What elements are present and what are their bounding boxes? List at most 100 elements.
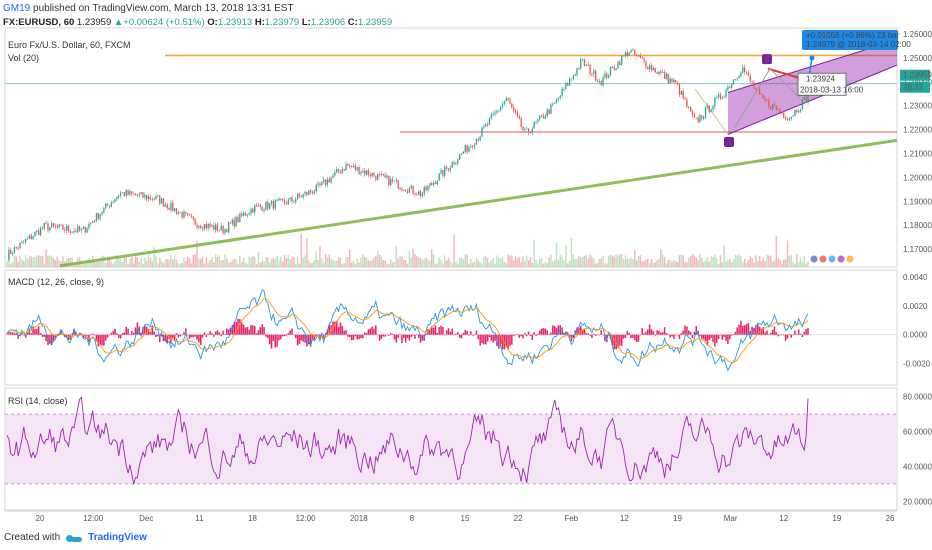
volume-bar	[512, 260, 515, 267]
candle-body	[459, 154, 461, 160]
histogram-bar	[209, 331, 211, 335]
histogram-bar	[747, 323, 750, 335]
volume-bar	[311, 263, 314, 267]
histogram-bar	[147, 329, 150, 335]
candle-body	[125, 190, 127, 197]
volume-bar	[369, 261, 371, 267]
volume-bar	[708, 261, 711, 267]
candle-body	[309, 190, 312, 193]
volume-bar	[242, 257, 245, 267]
candle-body	[177, 212, 180, 214]
candle-body	[678, 84, 681, 95]
histogram-bar	[140, 332, 142, 335]
price-tick-label: 1.18000	[903, 221, 932, 230]
volume-bar	[401, 256, 403, 267]
histogram-bar	[589, 334, 591, 336]
volume-bar	[559, 254, 561, 267]
volume-bar	[304, 255, 306, 267]
candle-body	[188, 214, 191, 216]
volume-bar	[522, 256, 524, 267]
histogram-bar	[37, 326, 40, 335]
histogram-bar	[710, 334, 712, 339]
tradingview-link[interactable]: TradingView	[88, 532, 147, 543]
histogram-bar	[658, 330, 660, 335]
volume-bar	[395, 246, 398, 267]
candle-body	[492, 113, 494, 115]
time-tick-label: 8	[410, 514, 415, 523]
volume-bar	[430, 249, 433, 267]
histogram-bar	[667, 334, 670, 335]
candle-body	[684, 98, 686, 100]
histogram-bar	[604, 334, 606, 342]
candle-body	[248, 213, 250, 215]
candle-body	[723, 96, 725, 98]
volume-bar	[393, 262, 396, 267]
candle-body	[343, 169, 345, 171]
up-arrow-icon: ▲	[113, 17, 124, 28]
histogram-bar	[537, 333, 539, 335]
volume-bar	[183, 257, 185, 267]
histogram-bar	[540, 328, 543, 335]
histogram-bar	[339, 322, 342, 335]
price-tick-label: 1.17000	[903, 245, 932, 254]
candle-body	[408, 188, 411, 193]
volume-bar	[198, 259, 200, 267]
histogram-bar	[434, 325, 437, 335]
volume-bar	[47, 255, 49, 267]
volume-bar	[127, 263, 129, 267]
event-marker-icon	[828, 255, 836, 263]
candle-body	[101, 212, 103, 215]
histogram-bar	[717, 334, 720, 339]
volume-bar	[334, 261, 336, 267]
volume-bar	[797, 262, 800, 267]
volume-bar	[181, 262, 183, 267]
volume-bar	[794, 263, 796, 267]
volume-bar	[410, 257, 412, 267]
candle-body	[175, 208, 178, 214]
volume-bar	[134, 254, 137, 267]
candle-body	[52, 223, 55, 226]
histogram-bar	[745, 324, 748, 335]
volume-bar	[758, 255, 761, 267]
histogram-bar	[309, 334, 312, 347]
histogram-bar	[557, 325, 560, 335]
volume-bar	[620, 253, 623, 267]
time-tick-label: 15	[461, 514, 470, 523]
volume-bar	[591, 256, 593, 267]
volume-bar	[550, 254, 552, 267]
histogram-bar	[455, 333, 457, 335]
histogram-bar	[470, 331, 472, 335]
channel-bottom-line	[727, 64, 898, 135]
candle-body	[369, 175, 371, 177]
candle-body	[533, 121, 535, 129]
histogram-bar	[106, 334, 109, 338]
candle-body	[293, 201, 295, 202]
histogram-bar	[363, 332, 366, 335]
candle-body	[235, 216, 237, 227]
histogram-bar	[769, 332, 772, 335]
volume-bar	[30, 256, 32, 267]
candle-body	[129, 191, 131, 195]
volume-bar	[6, 260, 8, 267]
volume-bar	[382, 259, 385, 267]
histogram-bar	[371, 326, 373, 335]
candle-body	[742, 67, 744, 73]
volume-bar	[553, 259, 556, 267]
volume-bar	[743, 258, 746, 267]
histogram-bar	[114, 328, 116, 335]
volume-bar	[328, 254, 331, 267]
volume-bar	[609, 254, 612, 267]
candle-body	[522, 126, 524, 131]
volume-bar	[416, 255, 418, 267]
histogram-bar	[596, 334, 599, 336]
candle-body	[302, 193, 304, 198]
volume-bar	[557, 259, 560, 267]
countdown-tag-text: 28:22	[903, 83, 924, 92]
candle-body	[438, 173, 440, 181]
author-link[interactable]: GM19	[3, 3, 31, 14]
histogram-bar	[270, 334, 273, 349]
histogram-bar	[805, 329, 807, 335]
candle-body	[8, 249, 10, 260]
candle-body	[159, 195, 161, 204]
